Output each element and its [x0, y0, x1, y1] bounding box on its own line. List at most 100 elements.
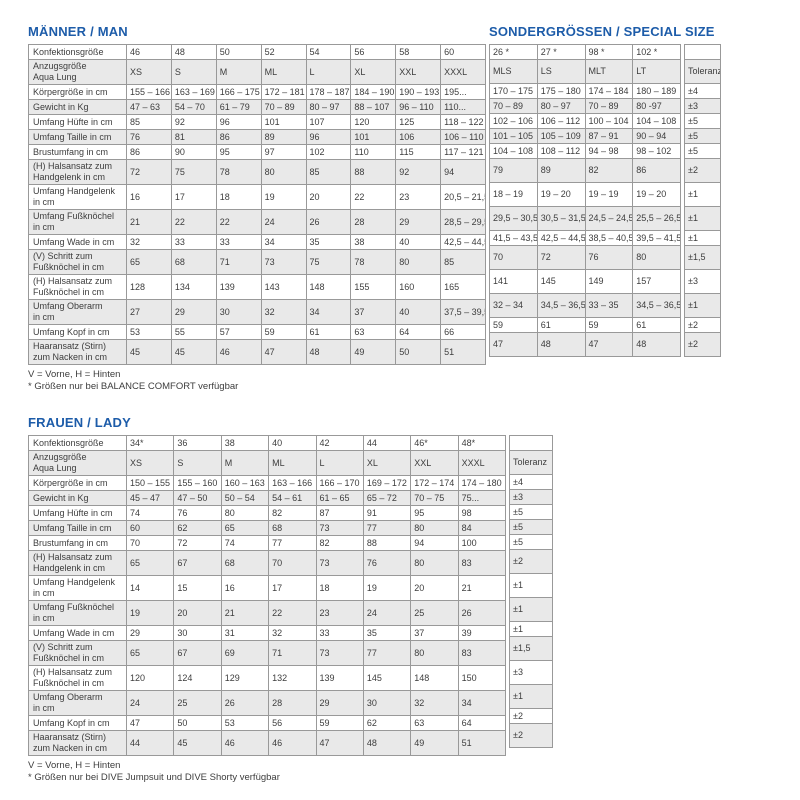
- size-value-cell: 86: [126, 144, 172, 160]
- size-value-cell: 60: [440, 44, 486, 60]
- size-value-cell: 92: [395, 159, 442, 185]
- size-value-cell: XXXL: [457, 450, 507, 476]
- special-size-value-cell: 108 – 112: [536, 143, 586, 159]
- size-value-cell: 106 – 110: [440, 129, 486, 145]
- size-value-cell: 37: [350, 299, 397, 325]
- tolerance-cell: ±3: [684, 269, 721, 294]
- size-value-cell: 72: [173, 535, 222, 551]
- row-label: Umfang Hüfte in cm: [28, 505, 127, 521]
- size-value-cell: 88: [362, 535, 412, 551]
- size-value-cell: 46*: [410, 435, 459, 451]
- special-size-value-cell: 30,5 – 31,5: [536, 206, 586, 231]
- tolerance-cell: ±4: [684, 83, 721, 99]
- size-value-cell: 96 – 110: [395, 99, 442, 115]
- tolerance-cell: ±2: [684, 317, 721, 333]
- row-label: Umfang Kopf in cm: [28, 715, 127, 731]
- special-size-value-cell: 98 *: [584, 44, 634, 60]
- special-size-value-cell: 25,5 – 26,5: [632, 206, 681, 231]
- men-tolerance-table: Toleranz ±4 ±3 ±5 ±5 ±5 ±2 ±1 ±1 ±1 ±1,5 ±3 ±1 ±2 ±2: [684, 44, 721, 357]
- row-label: Umfang Handgelenk in cm: [28, 184, 127, 210]
- tolerance-cell: ±5: [684, 143, 721, 159]
- row-label: Umfang Fußknöchel in cm: [28, 209, 127, 235]
- size-value-cell: 70: [125, 535, 175, 551]
- size-value-cell: 63: [350, 324, 397, 340]
- size-value-cell: 77: [362, 640, 412, 666]
- size-value-cell: 40: [268, 435, 317, 451]
- row-label: Haaransatz (Stirn) zum Nacken in cm: [28, 339, 127, 365]
- size-value-cell: 64: [457, 715, 507, 731]
- size-value-cell: 88 – 107: [350, 99, 397, 115]
- size-value-cell: 163 – 169: [170, 84, 217, 100]
- tolerance-cell: ±5: [509, 519, 553, 535]
- size-value-cell: 19: [362, 575, 412, 601]
- table-row: Umfang Fußknöchel in cm 21 22 22 24 26 28 29 28,…: [28, 209, 486, 235]
- table-row: ±5: [684, 113, 721, 129]
- row-label: Konfektionsgröße: [28, 44, 127, 60]
- table-row: ±1,5: [684, 245, 721, 270]
- special-size-value-cell: 174 – 184: [584, 83, 634, 99]
- table-row: ±2: [509, 708, 553, 724]
- size-value-cell: 172 – 174: [410, 475, 459, 491]
- women-footnotes: V = Vorne, H = Hinten * Größen nur bei D…: [28, 760, 800, 784]
- size-value-cell: 70: [268, 550, 317, 576]
- table-row: 101 – 105 105 – 109 87 – 91 90 – 94: [489, 128, 681, 144]
- size-value-cell: 14: [125, 575, 175, 601]
- tolerance-cell: ±1,5: [684, 245, 721, 270]
- size-value-cell: 155 – 166: [126, 84, 172, 100]
- table-row: [684, 44, 721, 60]
- size-value-cell: 31: [220, 625, 270, 641]
- size-value-cell: 42: [315, 435, 364, 451]
- row-label: (H) Halsansatz zum Fußknöchel in cm: [28, 665, 127, 691]
- size-value-cell: XL: [362, 450, 412, 476]
- size-value-cell: 155: [350, 274, 397, 300]
- tolerance-cell: [684, 44, 721, 60]
- size-value-cell: 92: [170, 114, 217, 130]
- size-value-cell: 98: [457, 505, 507, 521]
- size-value-cell: 37,5 – 39,5: [440, 299, 486, 325]
- size-value-cell: 25: [410, 600, 459, 626]
- table-row: MLS LS MLT LT: [489, 59, 681, 84]
- size-value-cell: 65: [220, 520, 270, 536]
- size-value-cell: 61: [305, 324, 352, 340]
- women-tolerance-table: Toleranz ±4 ±3 ±5 ±5 ±5 ±2 ±1 ±1 ±1 ±1,5 ±3 ±1 ±2 ±2: [509, 435, 553, 748]
- size-value-cell: 62: [173, 520, 222, 536]
- row-label: Umfang Taille in cm: [28, 520, 127, 536]
- tolerance-cell: ±1,5: [509, 636, 553, 661]
- size-value-cell: 46: [268, 730, 317, 756]
- size-value-cell: 120: [350, 114, 397, 130]
- size-value-cell: 38: [350, 234, 397, 250]
- size-value-cell: 83: [457, 550, 507, 576]
- size-value-cell: 26: [220, 690, 270, 716]
- special-size-value-cell: 106 – 112: [536, 113, 586, 129]
- men-special-size-table: 26 * 27 * 98 * 102 * MLS LS MLT LT 170 – 175 175 …: [489, 44, 681, 357]
- size-value-cell: XL: [350, 59, 397, 85]
- size-value-cell: 24: [362, 600, 412, 626]
- size-value-cell: 76: [173, 505, 222, 521]
- size-value-cell: 20: [305, 184, 352, 210]
- special-size-value-cell: 104 – 108: [632, 113, 681, 129]
- size-value-cell: 76: [126, 129, 172, 145]
- table-row: 26 * 27 * 98 * 102 *: [489, 44, 681, 60]
- table-row: Umfang Taille in cm 60 62 65 68 73 77 80 84: [28, 520, 507, 536]
- special-size-value-cell: 101 – 105: [489, 128, 538, 144]
- tolerance-cell: ±3: [509, 489, 553, 505]
- size-value-cell: 76: [362, 550, 412, 576]
- table-row: ±2: [509, 723, 553, 748]
- special-size-value-cell: 80: [632, 245, 681, 270]
- special-size-value-cell: 32 – 34: [489, 293, 538, 318]
- tolerance-cell: ±2: [509, 723, 553, 748]
- row-label: Brustumfang in cm: [28, 535, 127, 551]
- special-size-value-cell: 29,5 – 30,5: [489, 206, 538, 231]
- special-size-value-cell: 157: [632, 269, 681, 294]
- size-value-cell: 132: [268, 665, 317, 691]
- size-value-cell: 69: [220, 640, 270, 666]
- size-value-cell: 45: [173, 730, 222, 756]
- table-row: 70 – 89 80 – 97 70 – 89 80 -97: [489, 98, 681, 114]
- women-footnote-legend: V = Vorne, H = Hinten: [28, 760, 121, 771]
- size-value-cell: 22: [170, 209, 217, 235]
- table-row: Umfang Handgelenk in cm 16 17 18 19 20 22 23 20,…: [28, 184, 486, 210]
- table-row: ±3: [509, 660, 553, 685]
- size-value-cell: 139: [315, 665, 364, 691]
- special-size-value-cell: 19 – 19: [584, 182, 634, 207]
- size-value-cell: 29: [395, 209, 442, 235]
